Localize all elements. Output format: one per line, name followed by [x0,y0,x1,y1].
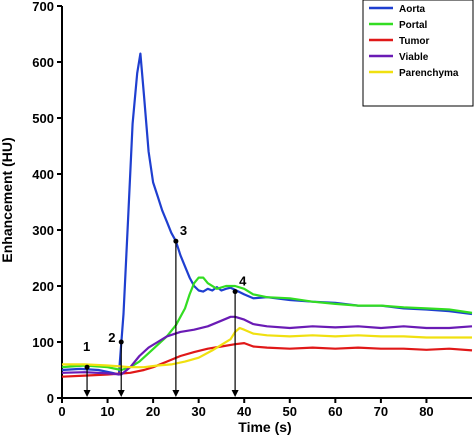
marker-label: 4 [239,274,247,289]
legend-label: Viable [399,52,429,63]
y-tick-label: 200 [32,279,54,294]
time-marker-3: 3 [172,223,187,397]
y-tick-label: 500 [32,111,54,126]
marker-label: 1 [83,339,90,354]
y-tick-label: 700 [32,0,54,14]
series-lines [61,52,473,378]
legend-label: Aorta [399,4,426,15]
y-axis: 0 100 200 300 400 500 600 700 [32,0,63,406]
marker-dot [173,238,179,244]
series-line-portal [61,276,473,372]
series-line-tumor [61,342,473,378]
x-tick-label: 20 [146,404,160,419]
marker-label: 2 [108,330,115,345]
y-tick-label: 0 [47,391,54,406]
marker-dot [84,364,90,370]
time-marker-1: 1 [83,339,91,397]
x-tick-label: 80 [419,404,433,419]
x-tick-label: 10 [100,404,114,419]
marker-arrow-head [83,390,91,397]
y-tick-label: 600 [32,55,54,70]
legend-item-tumor: Tumor [369,36,429,47]
y-tick-label: 100 [32,335,54,350]
marker-dot [232,289,238,295]
legend-label: Tumor [399,36,429,47]
marker-arrow-head [117,390,125,397]
x-tick-label: 0 [58,404,65,419]
marker-arrow-head [172,390,180,397]
legend-item-aorta: Aorta [369,4,426,15]
time-marker-2: 2 [108,330,125,397]
marker-dot [118,339,124,345]
x-tick-label: 60 [328,404,342,419]
legend: Aorta Portal Tumor Viable Parenchyma [362,0,474,107]
legend-item-portal: Portal [369,20,428,31]
x-tick-label: 40 [237,404,251,419]
legend-item-viable: Viable [369,52,429,63]
legend-item-parenchyma: Parenchyma [369,68,459,79]
x-tick-label: 70 [374,404,388,419]
y-axis-label: Enhancement (HU) [0,137,15,262]
legend-label: Parenchyma [399,68,459,79]
legend-box [362,0,474,107]
x-tick-label: 50 [283,404,297,419]
time-marker-4: 4 [231,274,247,397]
x-axis-label: Time (s) [238,419,291,435]
x-axis: 0 10 20 30 40 50 60 70 80 [58,397,472,419]
time-markers: 1 2 3 4 [83,223,247,397]
marker-arrow-head [231,390,239,397]
x-tick-label: 30 [191,404,205,419]
marker-label: 3 [180,223,187,238]
series-line-viable [61,315,473,376]
legend-label: Portal [399,20,428,31]
y-tick-label: 400 [32,167,54,182]
y-tick-label: 300 [32,223,54,238]
series-line-parenchyma [62,326,472,369]
